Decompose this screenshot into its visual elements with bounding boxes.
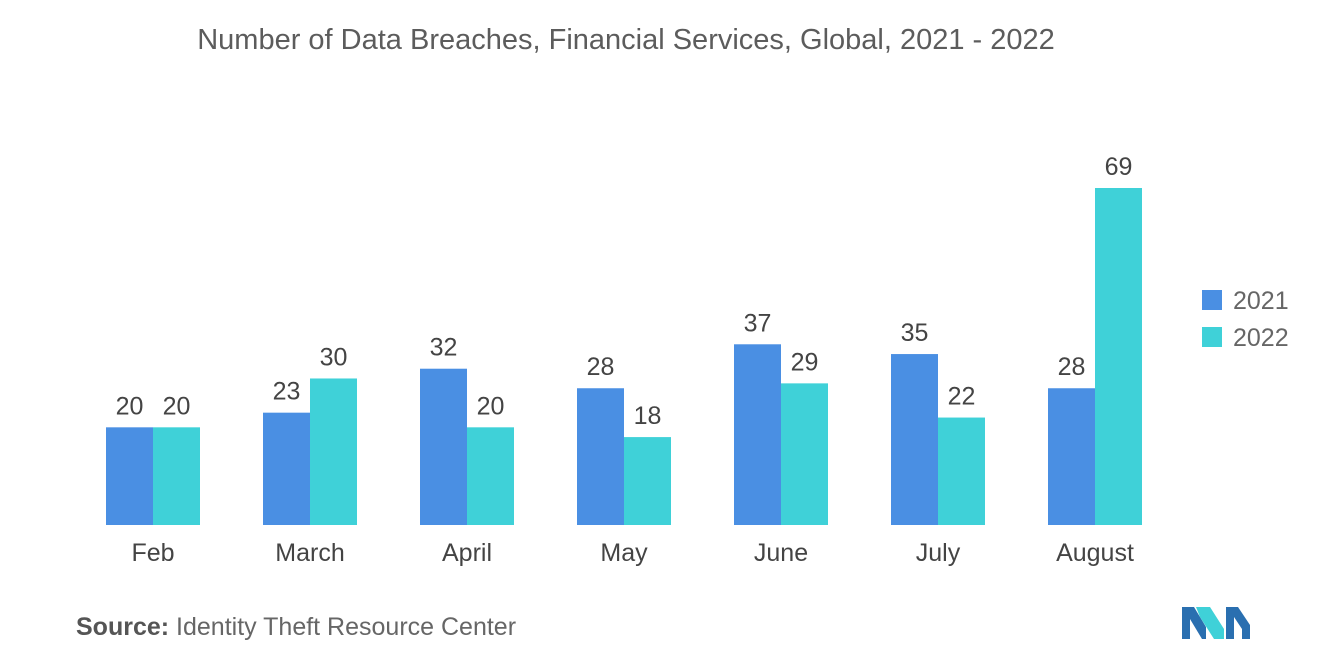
- logo-shape-left: [1182, 607, 1206, 639]
- data-label-2021-feb: 20: [116, 392, 144, 420]
- source-note: Source: Identity Theft Resource Center: [76, 613, 516, 642]
- source-text: Identity Theft Resource Center: [176, 613, 517, 641]
- bar-2022-june: [781, 383, 828, 525]
- bar-2021-may: [577, 388, 624, 525]
- bar-2021-june: [734, 344, 781, 525]
- legend: 2021 2022: [1202, 287, 1289, 352]
- x-tick-label-march: March: [275, 539, 344, 567]
- bars-group: [106, 188, 1142, 525]
- x-tick-label-feb: Feb: [131, 539, 174, 567]
- x-tick-label-april: April: [442, 539, 492, 567]
- data-label-2021-june: 37: [744, 309, 772, 337]
- bar-2022-july: [938, 417, 985, 525]
- legend-swatch-2021: [1202, 290, 1222, 310]
- data-label-2022-april: 20: [477, 392, 505, 420]
- data-label-2022-july: 22: [948, 383, 976, 411]
- x-tick-label-june: June: [754, 539, 808, 567]
- legend-label-2021: 2021: [1233, 287, 1289, 315]
- bar-2022-feb: [153, 427, 200, 525]
- bar-2021-august: [1048, 388, 1095, 525]
- bar-2022-april: [467, 427, 514, 525]
- data-label-2021-april: 32: [430, 334, 458, 362]
- bar-2021-april: [420, 368, 467, 525]
- x-tick-label-august: August: [1056, 539, 1134, 567]
- bar-2022-march: [310, 378, 357, 525]
- data-label-2022-feb: 20: [163, 392, 191, 420]
- mordor-intelligence-logo-icon: [1182, 607, 1250, 639]
- x-tick-label-july: July: [916, 539, 961, 567]
- bar-2022-august: [1095, 188, 1142, 525]
- logo-shape-middle: [1196, 607, 1224, 639]
- bar-2021-feb: [106, 427, 153, 525]
- legend-label-2022: 2022: [1233, 324, 1289, 352]
- data-label-2021-july: 35: [901, 319, 929, 347]
- logo-shape-right: [1226, 607, 1250, 639]
- bar-2022-may: [624, 437, 671, 525]
- bar-2021-july: [891, 354, 938, 525]
- x-tick-label-may: May: [600, 539, 648, 567]
- bar-2021-march: [263, 412, 310, 525]
- data-label-2021-august: 28: [1058, 353, 1086, 381]
- data-label-2022-june: 29: [791, 348, 819, 376]
- data-label-2022-august: 69: [1105, 153, 1133, 181]
- x-tick-labels-group: Feb March April May June July August: [131, 539, 1134, 567]
- legend-swatch-2022: [1202, 327, 1222, 347]
- chart-title: Number of Data Breaches, Financial Servi…: [197, 24, 1055, 56]
- data-label-2022-may: 18: [634, 402, 662, 430]
- data-label-2021-may: 28: [587, 353, 615, 381]
- data-label-2021-march: 23: [273, 378, 301, 406]
- source-label: Source:: [76, 613, 170, 641]
- data-label-2022-march: 30: [320, 343, 348, 371]
- data-labels-group: 20 20 23 30 32 20 28 18 37 29 35 22 28 69: [116, 153, 1133, 430]
